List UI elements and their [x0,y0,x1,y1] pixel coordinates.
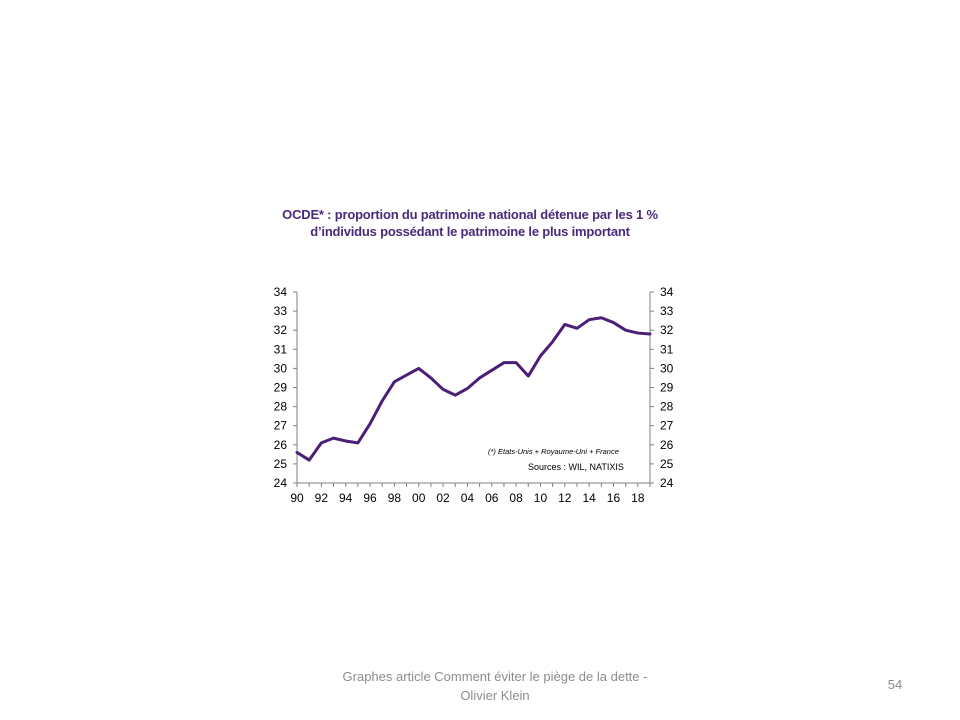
left-y-tick-label: 30 [274,361,288,375]
x-axis: 90 92 94 96 98 00 02 04 06 08 10 12 14 16 18 [290,482,651,505]
x-tick-label: 00 [412,491,426,505]
left-y-tick-label: 28 [274,400,288,414]
chart-note: (*) Etats-Unis + Royaume-Uni + France [488,447,619,456]
left-y-tick-label: 27 [274,419,288,433]
x-tick-label: 14 [582,491,596,505]
right-y-tick-label: 29 [660,381,674,395]
right-y-tick-label: 24 [660,476,674,490]
left-y-tick-label: 31 [274,342,288,356]
x-tick-label: 12 [558,491,572,505]
x-tick-label: 08 [509,491,523,505]
right-y-tick-label: 27 [660,419,674,433]
x-tick-label: 90 [290,491,304,505]
x-tick-label: 10 [534,491,548,505]
x-tick-label: 92 [315,491,329,505]
right-y-tick-label: 26 [660,438,674,452]
right-y-tick-label: 32 [660,323,674,337]
right-y-tick-label: 28 [660,400,674,414]
chart-title: OCDE* : proportion du patrimoine nationa… [282,207,658,239]
left-y-tick-label: 34 [274,285,288,299]
slide-footer: Graphes article Comment éviter le piège … [342,669,648,703]
left-y-tick-label: 32 [274,323,288,337]
series-line [295,316,652,462]
left-y-tick-label: 26 [274,438,288,452]
right-y-tick-label: 34 [660,285,674,299]
left-y-tick-label: 25 [274,457,288,471]
right-axis: 24 25 26 27 28 29 30 31 32 33 34 [649,285,674,490]
x-tick-label: 94 [339,491,353,505]
x-tick-label: 18 [631,491,645,505]
left-axis: 24 25 26 27 28 29 30 31 32 33 34 [274,285,298,490]
chart-source: Sources : WIL, NATIXIS [528,462,624,472]
right-y-tick-label: 25 [660,457,674,471]
x-tick-label: 96 [363,491,377,505]
x-tick-label: 04 [461,491,475,505]
left-y-tick-label: 29 [274,381,288,395]
left-y-tick-label: 24 [274,476,288,490]
right-y-tick-label: 33 [660,304,674,318]
x-tick-label: 98 [388,491,402,505]
x-tick-label: 16 [607,491,621,505]
x-tick-label: 06 [485,491,499,505]
x-tick-label: 02 [436,491,450,505]
page-number: 54 [887,677,903,692]
left-y-tick-label: 33 [274,304,288,318]
right-y-tick-label: 30 [660,361,674,375]
right-y-tick-label: 31 [660,342,674,356]
